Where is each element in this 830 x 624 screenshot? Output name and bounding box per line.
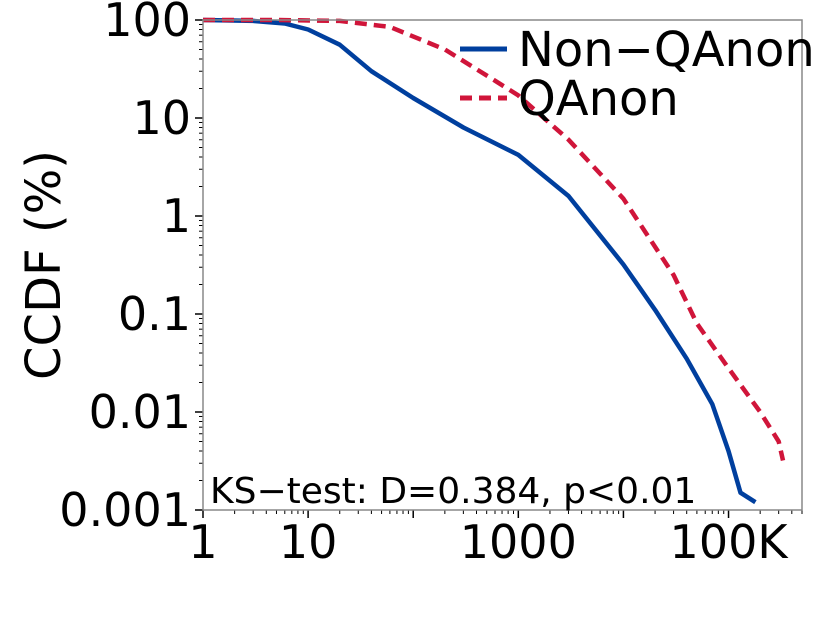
tick-labels: 1 10 1000 100K 100 10 1 0.1 0.01 0.001: [59, 0, 789, 569]
y-tick-label: 100: [103, 0, 191, 47]
series-line-1: [203, 17, 786, 461]
x-tick-label: 10: [279, 515, 338, 569]
y-axis-label: CCDF (%): [16, 150, 72, 380]
legend-label-qanon: QAnon: [518, 71, 679, 127]
y-tick-label: 1: [162, 189, 191, 243]
legend-label-non-qanon: Non−QAnon: [518, 22, 815, 78]
ks-test-annotation: KS−test: D=0.384, p<0.01: [210, 471, 696, 512]
legend: Non−QAnon QAnon: [460, 22, 815, 127]
y-tick-label: 0.01: [89, 385, 191, 439]
y-tick-label: 0.001: [59, 483, 191, 537]
series-layer: [202, 17, 786, 505]
plot-frame: [202, 19, 803, 511]
x-tick-label: 1: [188, 515, 217, 569]
x-tick-label: 100K: [670, 515, 790, 569]
y-tick-label: 0.1: [118, 287, 191, 341]
y-tick-label: 10: [132, 91, 191, 145]
series-line-0: [202, 17, 757, 505]
x-tick-label: 1000: [460, 515, 577, 569]
